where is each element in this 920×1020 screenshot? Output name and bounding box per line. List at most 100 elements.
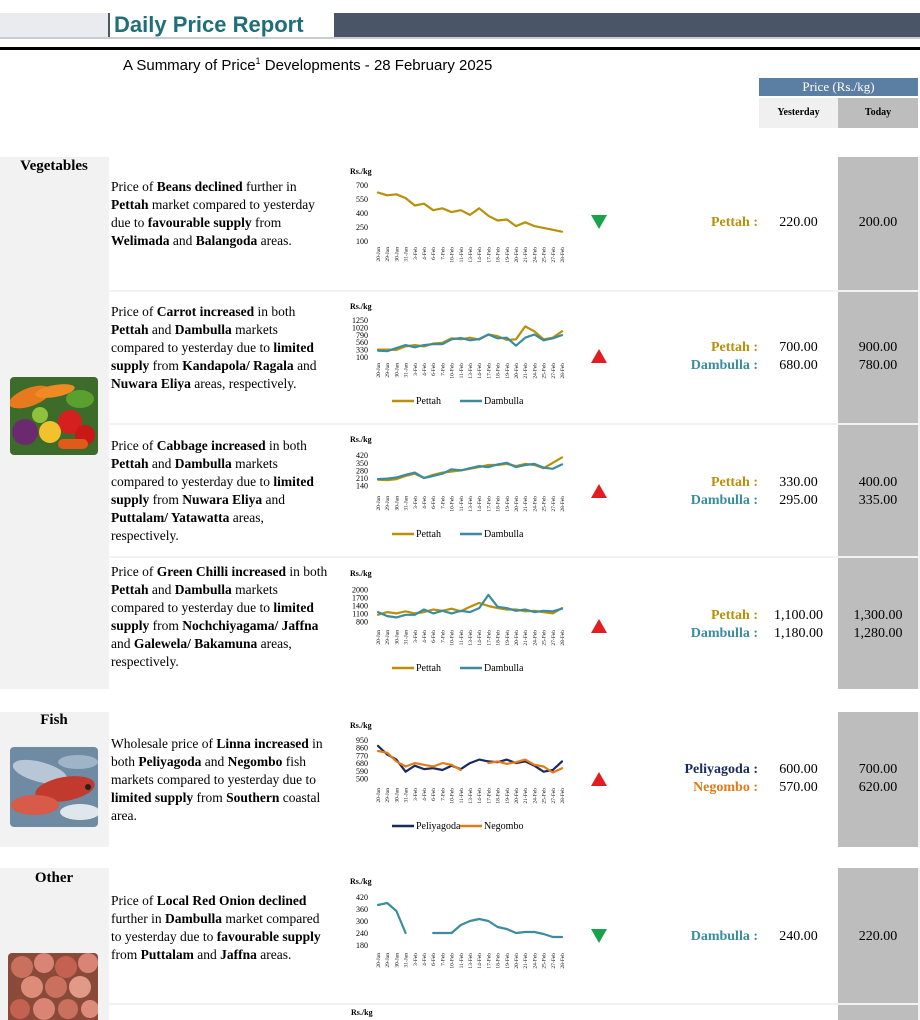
x-tick-label: 20-Jan — [376, 788, 382, 803]
series-line-dambulla — [376, 901, 564, 939]
desc-segment: and — [148, 322, 175, 337]
x-tick-label: 11-Feb — [459, 953, 465, 969]
desc-segment: favourable supply — [216, 929, 321, 944]
x-tick-label: 20-Feb — [514, 953, 520, 969]
header-divider — [0, 47, 920, 50]
desc-segment: Nochchiyagama/ Jaffna — [182, 618, 319, 633]
x-tick-label: 19-Feb — [505, 496, 511, 512]
x-tick-label: 27-Feb — [551, 363, 557, 379]
market-label: Dambulla : — [690, 626, 758, 641]
x-tick-label: 4-Feb — [422, 496, 428, 509]
x-tick-label: 21-Feb — [523, 953, 529, 969]
x-tick-label: 28-Feb — [560, 953, 566, 969]
chart-ylabel: Rs./kg — [350, 435, 372, 444]
chart-ylabel: Rs./kg — [350, 877, 372, 886]
today-price: 220.00 — [858, 929, 898, 944]
legend-label: Pettah — [416, 529, 441, 540]
series-line-dambulla — [376, 333, 564, 353]
x-tick-label: 17-Feb — [486, 363, 492, 379]
today-price: 620.00 — [858, 780, 898, 795]
x-tick-label: 25-Feb — [542, 496, 548, 512]
x-tick-label: 13-Feb — [468, 788, 474, 804]
today-price: 200.00 — [858, 215, 898, 230]
y-tick-label: 1700 — [352, 594, 368, 603]
y-tick-label: 250 — [356, 223, 368, 232]
x-tick-label: 11-Feb — [459, 630, 465, 646]
desc-segment: and — [111, 636, 134, 651]
desc-segment: markets compared to yesterday due to — [111, 322, 278, 355]
y-tick-label: 560 — [356, 338, 368, 347]
section-label-fish: Fish — [40, 712, 68, 728]
x-tick-label: 21-Feb — [523, 363, 529, 379]
y-tick-label: 300 — [356, 917, 368, 926]
yesterday-cell-beans — [759, 157, 838, 290]
onion-photo — [8, 953, 98, 1020]
desc-segment: Dambulla — [174, 322, 232, 337]
x-tick-label: 13-Feb — [468, 630, 474, 646]
x-tick-label: 4-Feb — [422, 247, 428, 260]
x-tick-label: 30-Jan — [394, 247, 400, 262]
x-tick-label: 11-Feb — [459, 788, 465, 804]
desc-segment: Galewela/ Bakamuna — [133, 636, 258, 651]
x-tick-label: 14-Feb — [477, 247, 483, 263]
x-tick-label: 6-Feb — [431, 363, 437, 376]
desc-segment: further in — [111, 911, 165, 926]
x-tick-label: 14-Feb — [477, 953, 483, 969]
legend-label: Negombo — [484, 821, 523, 832]
market-label: Pettah : — [710, 340, 758, 355]
x-tick-label: 24-Feb — [532, 363, 538, 379]
red-up-triangle-icon — [591, 619, 607, 633]
today-price: 700.00 — [858, 762, 898, 777]
yesterday-price: 700.00 — [779, 340, 818, 355]
x-tick-label: 28-Feb — [560, 247, 566, 263]
row-desc-linna: Wholesale price of Linna increased in bo… — [109, 712, 336, 847]
desc-segment: Negombo — [227, 754, 283, 769]
row-desc-beans: Price of Beans declined further in Petta… — [109, 157, 336, 290]
x-tick-label: 25-Feb — [542, 953, 548, 969]
x-tick-label: 10-Feb — [450, 788, 456, 804]
market-label: Pettah : — [710, 608, 758, 623]
green-down-triangle-icon — [591, 929, 607, 943]
x-tick-label: 20-Jan — [376, 496, 382, 511]
desc-segment: Pettah — [111, 322, 149, 337]
x-tick-label: 25-Feb — [542, 630, 548, 646]
x-tick-label: 6-Feb — [431, 247, 437, 260]
desc-segment: in both — [254, 304, 296, 319]
desc-segment: and — [148, 582, 175, 597]
green-down-triangle-icon — [591, 215, 607, 229]
x-tick-label: 14-Feb — [477, 363, 483, 379]
chart-cabbage: Rs./kg 420 350 280 210 140 20-Jan 29-Jan 30-Jan 3… — [346, 433, 568, 546]
desc-segment: from — [193, 790, 227, 805]
yesterday-price: 600.00 — [779, 762, 818, 777]
x-tick-label: 31-Jan — [404, 788, 410, 803]
desc-segment: Cabbage increased — [156, 438, 266, 453]
x-tick-label: 27-Feb — [551, 496, 557, 512]
yesterday-price: 240.00 — [779, 929, 818, 944]
x-tick-label: 4-Feb — [422, 953, 428, 966]
desc-segment: Price of — [111, 893, 157, 908]
legend-label: Pettah — [416, 396, 441, 407]
x-tick-label: 3-Feb — [413, 247, 419, 260]
report-subtitle: A Summary of Price1 Developments - 28 Fe… — [123, 56, 493, 74]
legend-label: Peliyagoda — [416, 821, 461, 832]
desc-segment: Price of — [111, 304, 157, 319]
series-line-dambulla — [376, 461, 564, 481]
chart-ylabel: Rs./kg — [350, 302, 372, 311]
yesterday-cell-linna — [759, 712, 838, 847]
x-tick-label: 21-Feb — [523, 247, 529, 263]
yesterday-price: 220.00 — [779, 215, 818, 230]
x-tick-label: 24-Feb — [532, 630, 538, 646]
chart-carrot: Rs./kg 1250 1020 790 560 330 100 20-Jan 29-Jan 30… — [346, 300, 568, 413]
desc-segment: Jaffna — [220, 947, 257, 962]
yesterday-price: 330.00 — [779, 475, 818, 490]
today-column-header: Today — [838, 98, 918, 128]
chart-beans: Rs./kg 700 550 400 250 100 20-Jan 29-Jan 30-Jan 3… — [346, 165, 568, 283]
y-tick-label: 1400 — [352, 602, 368, 611]
red-up-triangle-icon — [591, 772, 607, 786]
yesterday-column-header: Yesterday — [759, 98, 838, 128]
x-tick-label: 29-Jan — [385, 953, 391, 968]
x-tick-label: 28-Feb — [560, 788, 566, 804]
chart-partial: Rs./kg — [346, 1008, 572, 1020]
x-tick-label: 29-Jan — [385, 247, 391, 262]
